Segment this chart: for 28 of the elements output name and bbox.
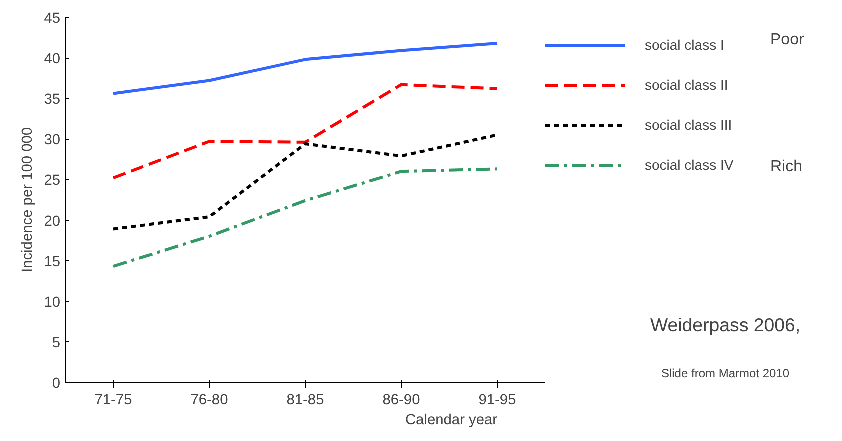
text: Slide from Marmot 2010: [661, 366, 790, 380]
y-tick-label: 5: [52, 335, 61, 352]
y-tick-label: 30: [44, 132, 61, 149]
y-tick-label: 25: [44, 173, 61, 190]
y-tick-label: 20: [44, 214, 61, 230]
text: Weiderpass 2006,: [650, 314, 801, 336]
x-tick-label: 71-75: [94, 392, 132, 408]
y-tick-label: 0: [52, 376, 61, 392]
text: social class IV: [645, 157, 734, 173]
text: social class III: [645, 117, 732, 133]
y-axis-title: Incidence per 100 000: [20, 127, 36, 273]
x-tick-label: 86-90: [382, 392, 420, 408]
y-tick-label: 40: [44, 52, 61, 68]
x-axis-title: Calendar year: [405, 412, 498, 428]
y-tick-label: 10: [44, 294, 61, 311]
x-tick-label: 76-80: [190, 392, 228, 408]
text: Poor: [770, 32, 805, 48]
y-tick-label: 15: [44, 254, 61, 270]
text: Rich: [770, 158, 803, 176]
line-series: [112, 83, 499, 180]
y-tick-label: 35: [44, 92, 61, 108]
line-series: [112, 42, 499, 96]
x-tick-label: 81-85: [286, 392, 324, 408]
y-tick-label: 45: [44, 11, 61, 27]
text: social class II: [645, 77, 728, 93]
line-series: [112, 168, 499, 268]
text: social class I: [645, 37, 724, 53]
x-tick-label: 91-95: [478, 392, 516, 408]
